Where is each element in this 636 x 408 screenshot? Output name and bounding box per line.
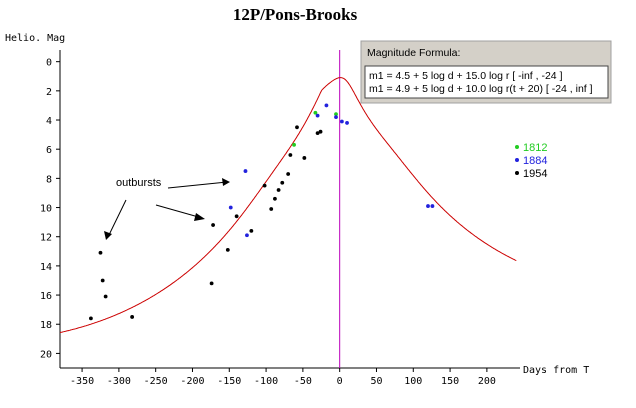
y-tick-label: 16 bbox=[40, 291, 52, 302]
legend-marker-1812 bbox=[515, 145, 519, 149]
y-axis-label: Helio. Mag bbox=[5, 33, 65, 44]
model-curves bbox=[59, 77, 517, 334]
x-tick-label: -250 bbox=[144, 376, 168, 387]
y-tick-label: 20 bbox=[40, 349, 52, 360]
x-tick-label: 50 bbox=[370, 376, 382, 387]
x-tick-label: 200 bbox=[478, 376, 496, 387]
x-tick-label: -100 bbox=[254, 376, 278, 387]
outburst-arrow-1 bbox=[167, 181, 228, 189]
formula-line-2: m1 = 4.9 + 5 log d + 10.0 log r(t + 20) … bbox=[369, 83, 593, 95]
x-tick-label: 100 bbox=[404, 376, 422, 387]
data-point-1954 bbox=[98, 250, 103, 255]
data-point-1954 bbox=[211, 223, 215, 227]
formula-box-inner bbox=[364, 65, 609, 99]
y-tick-label: 2 bbox=[46, 87, 52, 98]
data-point-1812 bbox=[292, 142, 296, 147]
data-point-1954 bbox=[209, 281, 214, 286]
x-tick-label: 0 bbox=[337, 376, 343, 387]
data-point-1954 bbox=[130, 315, 135, 319]
data-point-1954 bbox=[315, 131, 320, 136]
data-point-1954 bbox=[249, 228, 254, 233]
data-point-1884 bbox=[243, 169, 248, 173]
x-tick-label: -350 bbox=[70, 376, 94, 387]
data-point-1954 bbox=[234, 214, 239, 219]
data-point-1884 bbox=[245, 233, 249, 238]
x-tick-label: -300 bbox=[107, 376, 131, 387]
x-tick-label: -50 bbox=[294, 376, 312, 387]
data-point-1954 bbox=[100, 278, 105, 283]
data-points bbox=[89, 103, 435, 321]
data-point-1884 bbox=[430, 204, 435, 208]
data-point-1954 bbox=[262, 183, 267, 188]
y-tick-label: 4 bbox=[46, 116, 52, 127]
model-curve-2 bbox=[321, 77, 517, 262]
data-point-1812 bbox=[313, 110, 318, 115]
data-point-1954 bbox=[286, 172, 291, 176]
data-point-1954 bbox=[89, 316, 93, 321]
formula-box-title: Magnitude Formula: bbox=[367, 47, 460, 59]
data-point-1884 bbox=[345, 121, 349, 125]
x-tick-label: 150 bbox=[441, 376, 459, 387]
outburst-arrowhead-2 bbox=[194, 213, 205, 221]
data-point-1954 bbox=[273, 196, 277, 201]
legend-marker-1954 bbox=[515, 171, 519, 175]
outbursts-label: outbursts bbox=[116, 177, 162, 189]
x-axis-label: Days from T bbox=[523, 365, 589, 376]
y-tick-label: 10 bbox=[40, 204, 52, 215]
data-point-1954 bbox=[280, 180, 285, 185]
outburst-arrowhead-1 bbox=[222, 178, 230, 186]
chart-title: 12P/Pons-Brooks bbox=[233, 5, 358, 24]
outburst-arrowhead-3 bbox=[104, 231, 112, 240]
y-tick-label: 18 bbox=[40, 320, 52, 331]
data-point-1954 bbox=[103, 294, 108, 299]
data-point-1884 bbox=[426, 204, 430, 208]
outburst-arrow-3 bbox=[107, 199, 127, 238]
formula-line-1: m1 = 4.5 + 5 log d + 15.0 log r [ -inf ,… bbox=[369, 70, 563, 82]
axes bbox=[59, 50, 520, 369]
y-tick-label: 8 bbox=[46, 174, 52, 185]
data-point-1954 bbox=[269, 207, 274, 211]
y-tick-label: 14 bbox=[40, 262, 52, 273]
formula-box: Magnitude Formula: m1 = 4.5 + 5 log d + … bbox=[360, 40, 612, 104]
data-point-1954 bbox=[225, 247, 230, 252]
outburst-annotation: outbursts bbox=[104, 177, 230, 240]
y-tick-label: 0 bbox=[46, 58, 52, 69]
outburst-arrow-2 bbox=[155, 204, 203, 219]
data-point-1954 bbox=[318, 129, 323, 134]
legend-label-1812: 1812 bbox=[523, 142, 547, 154]
x-tick-label: -150 bbox=[217, 376, 241, 387]
ticks: -350 -300 -250 -200 -150 -100 -50 0 50 100 150 200 0… bbox=[40, 58, 496, 387]
legend-label-1954: 1954 bbox=[523, 168, 547, 180]
y-tick-label: 6 bbox=[46, 145, 52, 156]
data-point-1884 bbox=[315, 113, 320, 118]
x-tick-label: -200 bbox=[180, 376, 204, 387]
data-point-1954 bbox=[288, 153, 293, 157]
model-curve-1 bbox=[59, 89, 323, 334]
data-point-1884 bbox=[228, 205, 233, 210]
data-point-1884 bbox=[339, 119, 344, 124]
data-point-1954 bbox=[295, 125, 299, 130]
legend-label-1884: 1884 bbox=[523, 155, 547, 167]
data-point-1884 bbox=[324, 103, 329, 108]
data-point-1954 bbox=[276, 188, 281, 192]
data-point-1812 bbox=[334, 112, 338, 117]
data-point-1954 bbox=[302, 156, 307, 160]
y-tick-label: 12 bbox=[40, 233, 52, 244]
legend-marker-1884 bbox=[515, 158, 519, 162]
data-point-1884 bbox=[334, 115, 338, 120]
